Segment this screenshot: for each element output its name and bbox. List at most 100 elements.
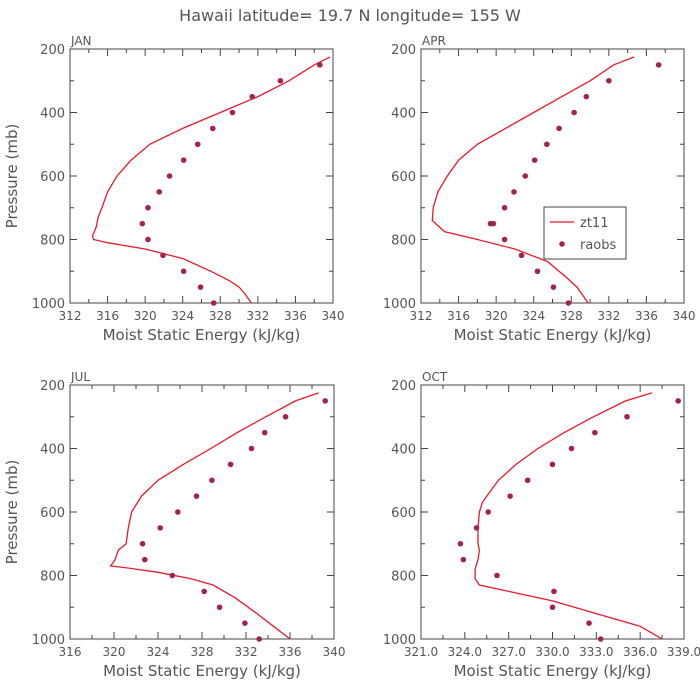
data-point-raobs [494,572,500,579]
x-tick-label: 316 [447,309,470,323]
x-tick-label: 320 [103,645,126,659]
x-tick-label: 336 [279,645,302,659]
data-point-raobs [550,284,557,290]
data-point-raobs [229,109,236,116]
y-tick-label: 400 [40,107,65,122]
panel-jan: JAN 312 316 320 324 328 332 336 340 200 400 600 800 1… [3,34,344,344]
data-point-raobs [592,429,598,436]
x-tick-label: 340 [673,309,696,323]
x-tick-label: 316 [96,309,119,323]
x-tick-label: 336 [284,309,307,323]
data-point-raobs [534,268,541,275]
data-point-raobs [522,173,529,179]
y-tick-label: 800 [40,570,65,585]
data-point-raobs [501,204,508,211]
data-point-raobs [624,413,630,420]
x-tick-label: 328 [560,309,583,323]
data-point-raobs [216,604,223,611]
legend-point-swatch [559,241,565,247]
legend-box [543,206,627,260]
y-tick-label: 1000 [32,633,65,648]
x-axis-label: Moist Static Energy (kJ/kg) [454,326,652,344]
x-tick-label: 312 [59,309,82,323]
series-line-zt11 [474,392,663,640]
legend-label: raobs [580,238,617,253]
data-point-raobs [256,636,263,642]
y-tick-label: 200 [40,379,65,394]
panel-label: APR [422,34,446,48]
data-point-raobs [145,204,151,211]
x-tick-label: 321.0 [404,645,438,659]
x-axis-label: Moist Static Energy (kJ/kg) [454,662,652,680]
data-point-raobs [551,588,557,595]
plot-frame [69,384,335,640]
y-axis-label: Pressure (mb) [3,124,21,229]
data-point-raobs [586,620,592,626]
data-point-raobs [487,220,494,227]
data-point-raobs [485,509,492,515]
data-point-raobs [549,604,556,611]
data-point-raobs [227,461,234,468]
data-point-raobs [175,509,181,515]
x-tick-label: 328 [209,309,232,323]
data-point-raobs [180,268,187,275]
data-point-raobs [201,588,207,595]
plot-frame [69,48,334,304]
y-tick-label: 400 [391,107,416,122]
y-tick-label: 600 [391,506,416,521]
x-tick-label: 327.0 [491,645,525,659]
series-line-zt11 [91,56,331,304]
data-point-raobs [675,398,681,404]
y-tick-label: 800 [391,234,416,249]
panel-label: JUL [70,370,90,384]
data-point-raobs [511,189,517,195]
data-point-raobs [544,141,550,148]
data-point-raobs [501,236,508,243]
x-tick-label: 340 [323,645,346,659]
figure-title: Hawaii latitude= 19.7 N longitude= 155 W [179,6,521,25]
legend: zt11 raobs [543,206,627,260]
data-point-raobs [169,572,176,579]
x-tick-label: 332 [235,645,258,659]
panel-oct: OCT 321.0 324.0 327.0 330.0 333.0 336.0 339.0 20… [383,370,700,680]
x-axis-label: Moist Static Energy (kJ/kg) [103,326,301,344]
x-tick-label: 330.0 [535,645,569,659]
y-tick-label: 600 [40,170,65,185]
y-tick-label: 200 [40,43,65,58]
panels: JAN 312 316 320 324 328 332 336 340 200 400 600 800 1… [3,34,700,680]
data-point-raobs [210,300,217,306]
data-point-raobs [248,445,255,452]
x-tick-label: 339.0 [667,645,700,659]
y-tick-label: 1000 [383,633,416,648]
x-tick-label: 332 [246,309,269,323]
data-point-raobs [156,189,163,195]
y-tick-label: 400 [40,443,65,458]
x-tick-label: 324 [171,309,194,323]
data-point-raobs [317,62,323,68]
data-point-raobs [209,125,216,132]
x-tick-label: 333.0 [579,645,613,659]
x-tick-label: 332 [597,309,620,323]
panel-apr: APR 312 316 320 324 328 332 336 340 200 400 600 800 1… [383,34,696,344]
x-tick-label: 324.0 [448,645,482,659]
data-point-raobs [518,252,525,259]
y-tick-label: 800 [391,570,416,585]
panel-label: OCT [422,370,448,384]
data-point-raobs [261,429,268,436]
data-point-raobs [166,173,173,179]
x-axis-label: Moist Static Energy (kJ/kg) [103,662,301,680]
x-tick-label: 336 [635,309,658,323]
data-point-raobs [139,540,146,547]
y-tick-label: 1000 [383,297,416,312]
data-point-raobs [597,636,604,642]
y-axis-label: Pressure (mb) [3,460,21,565]
x-tick-label: 324 [522,309,545,323]
data-point-raobs [193,493,200,499]
y-tick-label: 1000 [32,297,65,312]
data-point-raobs [507,493,513,499]
data-point-raobs [571,109,577,116]
data-point-raobs [322,398,329,404]
x-tick-label: 312 [410,309,433,323]
data-point-raobs [531,157,538,163]
